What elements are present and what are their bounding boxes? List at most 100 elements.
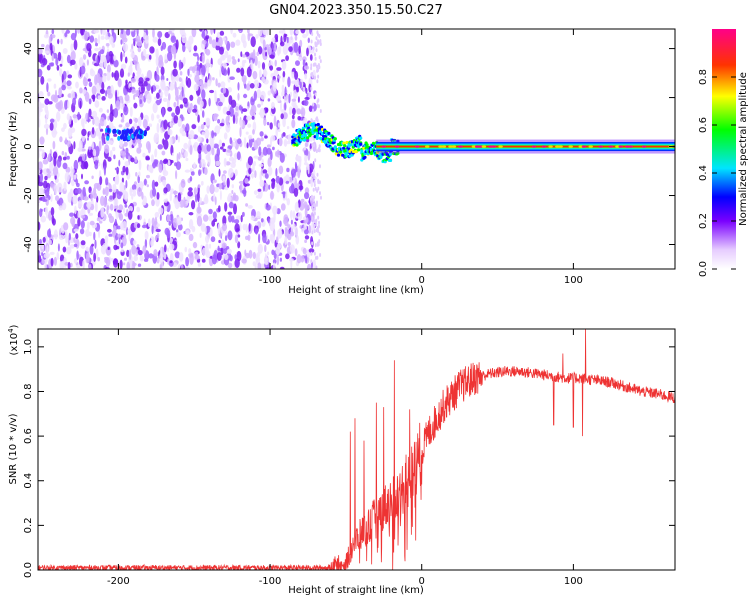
noise-cell — [158, 89, 161, 94]
noise-cell — [88, 212, 94, 216]
noise-cell — [181, 86, 184, 97]
noise-cell — [309, 143, 312, 150]
noise-cell — [197, 144, 202, 154]
noise-cell — [166, 51, 173, 62]
noise-cell — [56, 65, 60, 71]
noise-cell — [157, 31, 163, 38]
noise-cell — [145, 155, 150, 160]
noise-cell — [64, 171, 70, 183]
noise-cell — [74, 189, 77, 194]
noise-cell — [255, 222, 259, 226]
noise-cell — [230, 99, 237, 109]
noise-cell — [117, 78, 122, 88]
noise-cell — [232, 192, 237, 201]
noise-cell — [132, 240, 137, 245]
noise-cell — [152, 161, 157, 169]
noise-cell — [306, 29, 309, 37]
noise-cell — [189, 176, 193, 182]
noise-cell — [253, 90, 257, 101]
noise-cell — [80, 240, 86, 246]
noise-cell — [193, 143, 197, 150]
noise-cell — [168, 221, 172, 226]
noise-cell — [121, 98, 124, 104]
snr-y-label: SNR (10 * v/v) — [8, 413, 19, 484]
noise-cell — [306, 263, 312, 269]
noise-cell — [57, 38, 60, 45]
noise-cell — [213, 113, 219, 118]
noise-cell — [188, 219, 194, 230]
noise-cell — [186, 130, 189, 138]
noise-cell — [270, 190, 274, 200]
noise-cell — [304, 229, 309, 235]
noise-cell — [304, 239, 307, 243]
noise-cell — [122, 191, 125, 196]
noise-cell — [276, 243, 282, 250]
noise-cell — [138, 171, 141, 178]
noise-cell — [93, 182, 100, 189]
noise-cell — [35, 136, 37, 146]
noise-cell — [77, 200, 83, 208]
noise-cell — [168, 30, 173, 35]
noise-cell — [238, 180, 245, 184]
noise-cell — [258, 233, 261, 244]
noise-cell — [184, 150, 189, 158]
noise-cell — [224, 186, 229, 191]
noise-cell — [312, 259, 316, 269]
noise-cell — [49, 122, 54, 131]
noise-cell — [82, 77, 88, 87]
noise-cell — [154, 235, 158, 241]
noise-cell — [99, 49, 105, 55]
noise-cell — [51, 34, 56, 39]
noise-cell — [263, 117, 267, 127]
noise-cell — [235, 39, 241, 46]
noise-cell — [291, 114, 295, 120]
noise-cell — [204, 128, 210, 140]
noise-cell — [119, 181, 125, 193]
noise-cell — [84, 91, 90, 102]
noise-cell — [34, 176, 37, 180]
noise-cell — [42, 236, 46, 243]
noise-cell — [311, 230, 314, 235]
noise-cell — [152, 29, 155, 38]
signal-cell — [531, 145, 537, 148]
noise-cell — [111, 29, 115, 35]
noise-cell — [293, 89, 298, 99]
noise-cell — [283, 94, 289, 105]
noise-blob-cell — [139, 129, 143, 135]
noise-cell — [282, 112, 288, 120]
noise-cell — [232, 114, 236, 125]
noise-cell — [179, 83, 182, 91]
noise-cell — [126, 249, 130, 257]
noise-cell — [243, 93, 248, 99]
noise-cell — [246, 106, 249, 111]
noise-cell — [317, 224, 320, 229]
noise-cell — [208, 243, 212, 249]
noise-cell — [311, 173, 314, 177]
noise-cell — [76, 250, 79, 261]
noise-cell — [67, 192, 72, 203]
noise-cell — [137, 263, 142, 267]
noise-cell — [253, 79, 260, 90]
noise-cell — [193, 162, 196, 169]
noise-cell — [234, 223, 240, 233]
noise-cell — [101, 29, 106, 36]
noise-cell — [149, 46, 155, 54]
noise-cell — [102, 242, 108, 250]
noise-cell — [316, 30, 319, 35]
noise-cell — [144, 238, 148, 249]
noise-cell — [33, 135, 37, 144]
noise-cell — [101, 96, 106, 101]
noise-cell — [107, 246, 110, 251]
noise-cell — [152, 187, 157, 197]
noise-cell — [269, 65, 274, 71]
noise-cell — [293, 187, 299, 197]
noise-cell — [41, 43, 45, 48]
noise-cell — [162, 170, 169, 177]
noise-cell — [203, 196, 209, 205]
noise-cell — [211, 147, 215, 156]
noise-cell — [312, 187, 315, 192]
noise-cell — [170, 213, 174, 225]
noise-cell — [191, 29, 197, 38]
noise-cell — [95, 248, 99, 260]
noise-cell — [233, 203, 237, 215]
